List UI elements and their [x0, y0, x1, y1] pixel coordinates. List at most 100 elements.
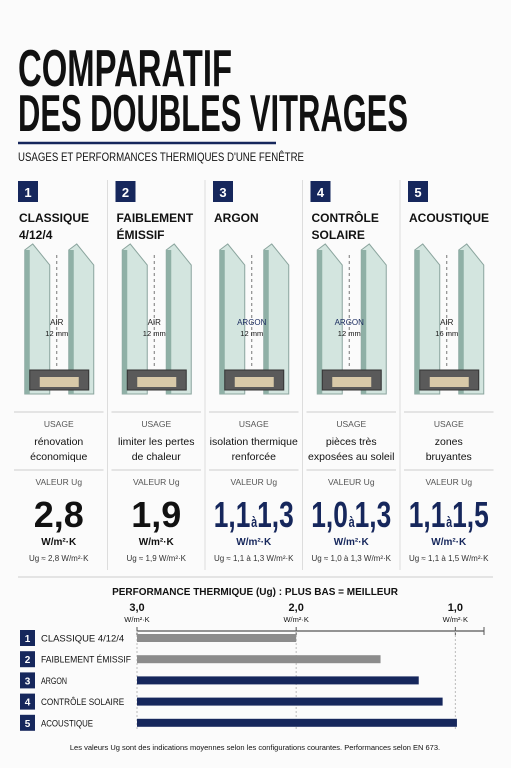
- desiccant: [234, 377, 274, 387]
- gap: 12 mm: [338, 329, 361, 338]
- category-label: ARGON: [41, 676, 67, 687]
- ug-value: 1,0à1,3: [311, 494, 391, 535]
- ug-note: Ug ≈ 1,9 W/m²·K: [126, 554, 186, 563]
- glass-edge: [458, 250, 464, 394]
- type-name: ACOUSTIQUE: [409, 211, 489, 225]
- ug-value: 1,9: [131, 494, 181, 535]
- row-badge: [20, 651, 35, 668]
- glass-edge: [219, 250, 225, 394]
- ug-label: VALEUR Ug: [230, 477, 277, 487]
- usage-text: économique: [30, 451, 87, 463]
- glass-illustration: [24, 243, 95, 395]
- number-badge: [408, 181, 428, 202]
- desiccant: [332, 377, 372, 387]
- ug-low: 1,1: [214, 494, 251, 535]
- title: DES DOUBLES VITRAGES: [18, 85, 408, 143]
- ug-sep: à: [446, 514, 453, 531]
- row-badge: [20, 714, 35, 731]
- glass-edge: [361, 250, 367, 394]
- category-label: ACOUSTIQUE: [41, 718, 93, 729]
- row-number: 1: [25, 634, 31, 645]
- ug-note: Ug ≈ 1,1 à 1,5 W/m²·K: [409, 554, 489, 563]
- ug-sep: à: [251, 514, 258, 531]
- x-tick-label: 3,0: [129, 602, 144, 614]
- number-badge: [310, 181, 331, 202]
- ug-sep: à: [349, 514, 356, 531]
- number: 2: [122, 185, 129, 200]
- usage-label: USAGE: [141, 419, 171, 429]
- type-name: CONTRÔLE: [312, 210, 379, 225]
- footer: Les valeurs Ug sont des indications moye…: [70, 743, 440, 752]
- ug-high: 1,3: [355, 494, 392, 535]
- type-name: 4/12/4: [19, 228, 53, 242]
- bar: [137, 634, 297, 642]
- ug-value: 1,1à1,3: [214, 494, 294, 535]
- type-name: ARGON: [214, 211, 259, 225]
- ug-low: 2,8: [34, 494, 84, 535]
- number-badge: [18, 181, 38, 202]
- chart-title: PERFORMANCE THERMIQUE (Ug) : PLUS BAS = …: [112, 587, 399, 598]
- ug-high: 1,5: [452, 494, 489, 535]
- usage-text: renforcée: [232, 451, 277, 463]
- row-badge: [20, 630, 35, 646]
- x-tick-label: 1,0: [448, 602, 463, 614]
- category-label: CONTRÔLE SOLAIRE: [41, 697, 124, 708]
- bar: [137, 655, 381, 664]
- gas: AIR: [148, 318, 162, 327]
- ug-unit: W/m²·K: [431, 537, 467, 548]
- glass-edge: [414, 250, 420, 394]
- ug-value: 1,1à1,5: [409, 494, 489, 535]
- title: COMPARATIF: [18, 40, 232, 98]
- usage-text: rénovation: [34, 436, 83, 448]
- usage-text: pièces très: [326, 436, 377, 448]
- usage-text: isolation thermique: [210, 436, 298, 448]
- type-name: ÉMISSIF: [117, 227, 165, 242]
- ug-note: Ug ≈ 1,0 à 1,3 W/m²·K: [311, 554, 391, 563]
- glass-edge: [24, 250, 30, 394]
- number-badge: [213, 181, 233, 202]
- ug-low: 1,1: [409, 494, 446, 535]
- ug-unit: W/m²·K: [41, 537, 77, 548]
- glass-illustration: [121, 243, 192, 395]
- ug-note: Ug ≈ 1,1 à 1,3 W/m²·K: [214, 554, 294, 563]
- ug-unit: W/m²·K: [139, 537, 175, 548]
- x-tick-unit: W/m²·K: [443, 615, 468, 624]
- desiccant: [137, 377, 177, 387]
- row-number: 5: [25, 719, 31, 730]
- ug-value: 2,8: [34, 494, 84, 535]
- glass-illustration: [219, 243, 290, 395]
- desiccant: [429, 377, 469, 387]
- desiccant: [39, 377, 79, 387]
- x-tick-label: 2,0: [289, 602, 304, 614]
- ug-unit: W/m²·K: [236, 537, 272, 548]
- usage-label: USAGE: [434, 419, 464, 429]
- ug-low: 1,9: [131, 494, 181, 535]
- glass-edge: [122, 250, 128, 394]
- number: 5: [414, 185, 421, 200]
- glass-edge: [166, 250, 172, 394]
- gap: 12 mm: [240, 329, 263, 338]
- ug-label: VALEUR Ug: [328, 477, 375, 487]
- ug-label: VALEUR Ug: [133, 477, 180, 487]
- x-tick-unit: W/m²·K: [283, 615, 308, 624]
- row-badge: [20, 672, 35, 689]
- gas: AIR: [50, 318, 64, 327]
- glass-edge: [317, 250, 323, 394]
- usage-text: exposées au soleil: [308, 451, 394, 463]
- usage-text: de chaleur: [132, 451, 182, 463]
- gap: 16 mm: [435, 329, 458, 338]
- number-badge: [115, 181, 136, 202]
- glass-illustration: [414, 243, 485, 395]
- usage-text: bruyantes: [426, 451, 472, 463]
- usage-text: zones: [435, 436, 463, 448]
- row-badge: [20, 693, 35, 710]
- ug-low: 1,0: [311, 494, 348, 535]
- category-label: CLASSIQUE 4/12/4: [41, 634, 124, 645]
- x-tick-unit: W/m²·K: [124, 615, 149, 624]
- ug-note: Ug ≈ 2,8 W/m²·K: [29, 554, 89, 563]
- type-name: FAIBLEMENT: [117, 211, 194, 225]
- bar: [137, 676, 419, 685]
- number: 1: [24, 185, 31, 200]
- usage-label: USAGE: [336, 419, 366, 429]
- number: 3: [219, 185, 226, 200]
